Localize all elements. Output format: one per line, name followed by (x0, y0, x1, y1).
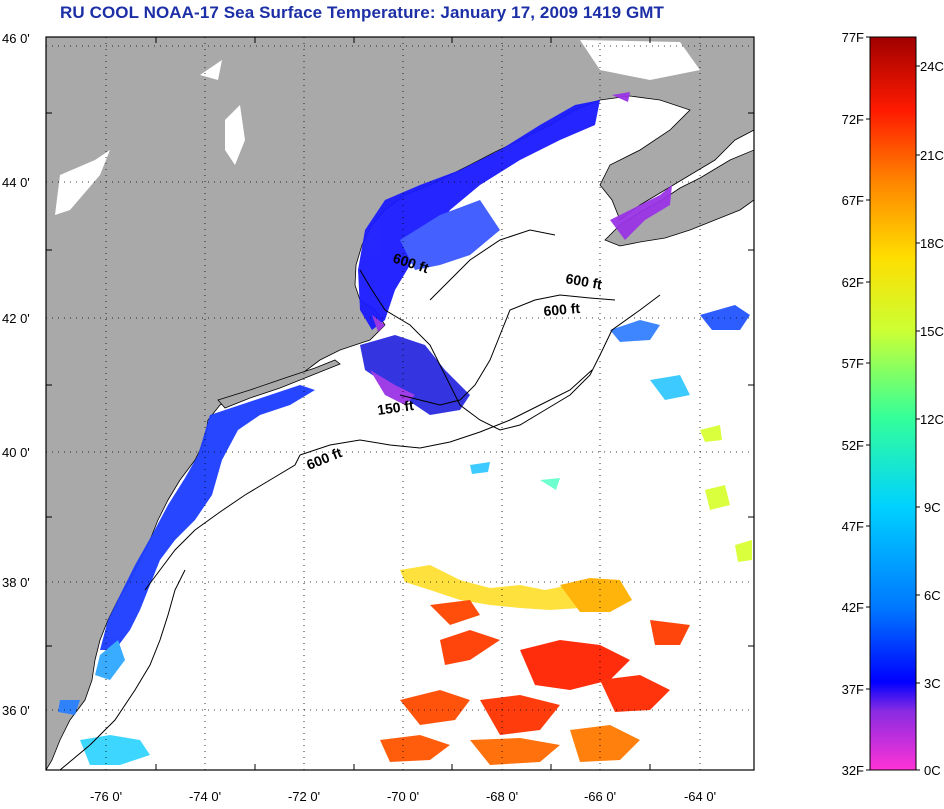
lat-label: 36 0' (2, 703, 30, 718)
lake (580, 40, 700, 80)
lake (55, 150, 110, 215)
bathymetry-contours (59, 229, 661, 770)
sst-data (58, 92, 752, 765)
colorbar-c-label: 9C (924, 500, 941, 515)
lon-label: -74 0' (189, 789, 221, 804)
frame-ticks (46, 37, 754, 770)
colorbar-c-label: 0C (924, 763, 941, 778)
lon-label: -76 0' (90, 789, 122, 804)
lat-label: 44 0' (2, 175, 30, 190)
lat-label: 42 0' (2, 311, 30, 326)
colorbar-c-label: 21C (920, 148, 944, 163)
colorbar-f-label: 77F (842, 30, 864, 45)
colorbar-c-label: 12C (920, 412, 944, 427)
map-frame (45, 36, 755, 771)
map-title: RU COOL NOAA-17 Sea Surface Temperature:… (60, 3, 665, 22)
lon-label: -66 0' (584, 789, 616, 804)
colorbar-c-label: 18C (920, 236, 944, 251)
lake (200, 60, 222, 80)
colorbar-ticks (866, 36, 920, 771)
lon-label: -72 0' (288, 789, 320, 804)
lat-label: 38 0' (2, 575, 30, 590)
lake (225, 105, 245, 165)
colorbar-c-label: 15C (920, 324, 944, 339)
contour-label: 600 ft (543, 300, 581, 319)
lat-label: 46 0' (2, 31, 30, 46)
colorbar-f-label: 52F (842, 438, 864, 453)
colorbar-c-label: 24C (920, 59, 944, 74)
colorbar-f-label: 57F (842, 356, 864, 371)
colorbar-f-label: 47F (842, 519, 864, 534)
colorbar-f-label: 67F (842, 193, 864, 208)
colorbar-c-label: 6C (924, 588, 941, 603)
colorbar-f-label: 42F (842, 600, 864, 615)
colorbar-f-label: 62F (842, 275, 864, 290)
lon-label: -64 0' (684, 789, 716, 804)
colorbar-c-label: 3C (924, 676, 941, 691)
lon-label: -70 0' (387, 789, 419, 804)
contour-label: 150 ft (376, 397, 415, 418)
land-long-island (217, 359, 341, 409)
map-graticule (46, 37, 754, 770)
colorbar-f-label: 72F (842, 112, 864, 127)
colorbar-f-label: 37F (842, 682, 864, 697)
contour-label: 600 ft (564, 270, 603, 292)
lon-label: -68 0' (486, 789, 518, 804)
colorbar (869, 36, 917, 771)
colorbar-f-label: 32F (842, 763, 864, 778)
lat-label: 40 0' (2, 445, 30, 460)
